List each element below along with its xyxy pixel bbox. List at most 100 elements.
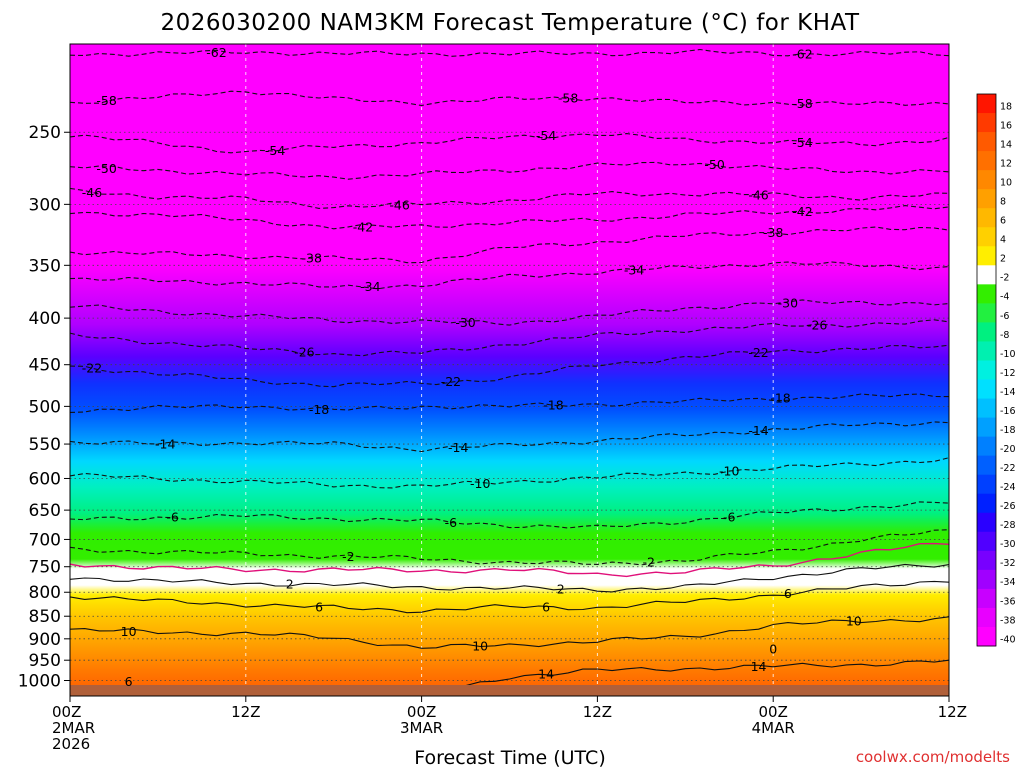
colorbar-label: -22 (1000, 463, 1016, 474)
y-tick-label: 300 (29, 195, 61, 215)
colorbar-label: -4 (1000, 292, 1009, 303)
contour-label: 10 (846, 614, 862, 629)
y-tick-label: 650 (29, 501, 61, 521)
chart-title: 2026030200 NAM3KM Forecast Temperature (… (160, 10, 860, 36)
contour-label: -26 (807, 317, 827, 332)
colorbar-label: -16 (1000, 406, 1016, 417)
colorbar-swatch (977, 170, 996, 190)
contour-line-2 (70, 563, 949, 593)
colorbar-swatch (977, 531, 996, 552)
contour-label: -38 (763, 225, 783, 240)
contour-label: -38 (302, 250, 322, 265)
colorbar-swatch (977, 189, 996, 209)
contour-label: -18 (770, 391, 790, 406)
contour-label: -6 (166, 510, 179, 525)
y-tick-label: 500 (29, 397, 61, 417)
colorbar-label: -28 (1000, 520, 1016, 531)
contour-line-10 (70, 616, 949, 649)
colorbar-label: -24 (1000, 482, 1016, 493)
contour-label: -30 (778, 295, 798, 310)
contour-label: -58 (792, 96, 812, 111)
contour-line-m34 (70, 261, 949, 290)
colorbar-label: -14 (1000, 387, 1016, 398)
x-tick-label: 12Z (231, 703, 260, 721)
contour-line-m26 (70, 319, 949, 357)
colorbar-label: 14 (1000, 139, 1012, 150)
contour-label: -18 (309, 402, 329, 417)
y-tick-label: 400 (29, 309, 61, 329)
contour-line-m62 (70, 48, 949, 57)
colorbar-label: -6 (1000, 311, 1009, 322)
colorbar-label: 4 (1000, 235, 1006, 246)
contour-label: -54 (536, 128, 556, 143)
colorbar-label: -30 (1000, 539, 1016, 550)
contour-label: -58 (96, 93, 116, 108)
colorbar-label: 2 (1000, 254, 1006, 265)
colorbar-swatch (977, 607, 996, 628)
contour-label: -14 (448, 440, 468, 455)
y-tick-label: 850 (29, 607, 61, 627)
contour-label: 2 (557, 582, 565, 597)
contour-label: 10 (121, 624, 137, 639)
colorbar-label: -34 (1000, 577, 1016, 588)
x-tick-label: 4MAR (752, 719, 795, 737)
contour-label: -26 (294, 345, 314, 360)
colorbar-swatch (977, 227, 996, 247)
colorbar-label: 8 (1000, 197, 1006, 208)
y-tick-label: 600 (29, 469, 61, 489)
contour-line-m6 (70, 501, 949, 529)
colorbar-swatch (977, 626, 996, 647)
contour-label: 6 (784, 586, 792, 601)
contour-label: 0 (769, 641, 777, 656)
colorbar-label: 18 (1000, 101, 1012, 112)
contour-label: -42 (353, 219, 373, 234)
contour-label: -46 (748, 187, 768, 202)
contour-label: -54 (792, 135, 812, 150)
y-axis: 250 300 350 400 450 500 550 600 650 700 750 800 850 9… (18, 123, 70, 691)
colorbar-swatch (977, 94, 996, 114)
colorbar-swatch (977, 303, 996, 323)
contour-line-m30 (70, 299, 949, 326)
contour-label: -2 (342, 549, 354, 564)
contour-label: -50 (96, 161, 116, 176)
contour-label: 14 (538, 667, 554, 682)
colorbar-swatch (977, 398, 996, 419)
colorbar-swatch (977, 474, 996, 495)
x-tick-label: 00Z (759, 703, 788, 721)
contour-label: 14 (751, 659, 767, 674)
y-tick-label: 550 (29, 435, 61, 455)
contour-line-m18 (70, 393, 949, 413)
ground-band (70, 685, 949, 696)
colorbar-label: -12 (1000, 368, 1016, 379)
y-tick-label: 900 (29, 630, 61, 650)
contour-line-0 (70, 542, 949, 578)
colorbar-swatch (977, 569, 996, 590)
colorbar-label: -8 (1000, 330, 1009, 341)
x-tick-label: 12Z (583, 703, 612, 721)
contour-line-m58 (70, 90, 949, 107)
contour-label: -58 (558, 91, 578, 106)
colorbar-frame (976, 93, 997, 647)
x-tick-label: 12Z (938, 703, 967, 721)
y-tick-label: 350 (29, 256, 61, 276)
colorbar-swatch (977, 113, 996, 133)
y-tick-label: 950 (29, 651, 61, 671)
colorbar-swatch (977, 151, 996, 171)
colorbar-swatch (977, 493, 996, 514)
colorbar-swatch (977, 379, 996, 400)
colorbar-swatch (977, 246, 996, 266)
contour-label: -22 (748, 345, 768, 360)
colorbar-swatch (977, 436, 996, 457)
contour-labels: -62 -62-58 -58 -58-54-54 -54-50 -50-46-46-46-… (82, 45, 862, 689)
colorbar-label: -20 (1000, 444, 1016, 455)
colorbar-label: -32 (1000, 558, 1016, 569)
colorbar-swatch (977, 417, 996, 438)
temperature-fill (70, 44, 949, 696)
contour-label: -50 (704, 157, 724, 172)
colorbar-label: -36 (1000, 596, 1016, 607)
colorbar-swatch (977, 322, 996, 342)
contour-label: -10 (470, 476, 490, 491)
x-axis-label: Forecast Time (UTC) (414, 747, 605, 768)
